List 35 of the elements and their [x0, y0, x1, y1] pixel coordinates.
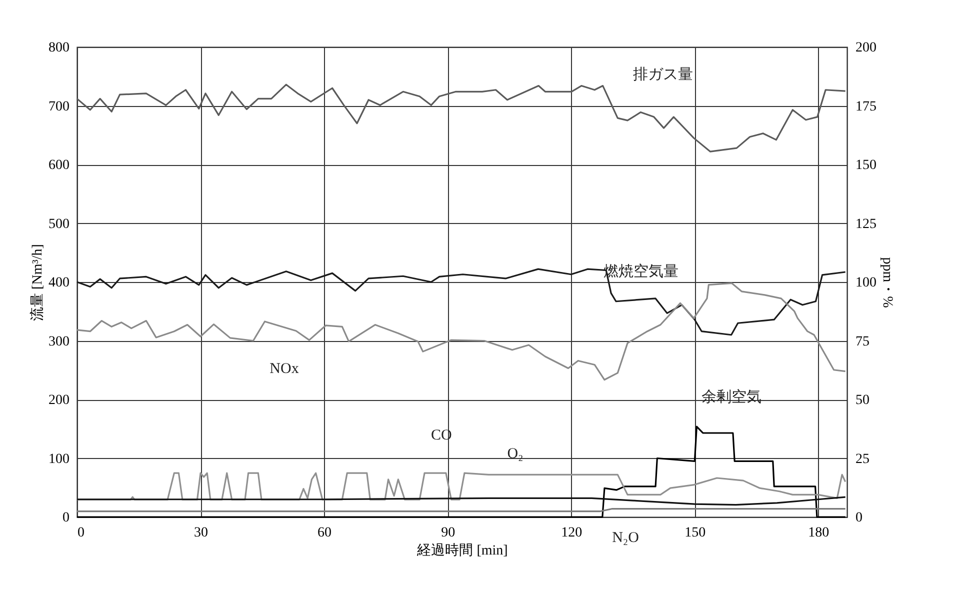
line-series — [76, 496, 846, 506]
y2-tick-label: 100 — [856, 276, 876, 290]
y2-tick-label: 0 — [856, 510, 862, 526]
y2-axis-title: ppm・% — [880, 257, 894, 308]
y2-tick-label: 125 — [856, 216, 876, 232]
x-tick-label: 90 — [441, 526, 456, 540]
y-tick-label: 800 — [48, 40, 70, 56]
y-tick-label: 500 — [48, 216, 70, 232]
x-tick-label: 0 — [78, 526, 84, 540]
annotation: 排ガス量 — [632, 66, 693, 83]
y-tick-label: 700 — [48, 99, 70, 114]
y-tick-label: 0 — [62, 510, 70, 526]
line-series — [76, 282, 846, 381]
x-tick-label: 60 — [318, 526, 332, 540]
annotation: N₂O — [612, 530, 640, 546]
y2-tick-label: 200 — [856, 40, 876, 56]
y2-tick-label: 175 — [856, 99, 876, 114]
y-axis-title: 流量 [Nm³/h] — [30, 244, 46, 321]
y2-tick-label: 25 — [856, 452, 870, 467]
y-tick-label: 300 — [48, 334, 70, 350]
y-tick-label: 400 — [48, 276, 70, 290]
x-tick-label: 120 — [561, 526, 582, 540]
y2-tick-label: 75 — [856, 334, 870, 350]
y2-tick-label: 150 — [856, 158, 876, 173]
line-series — [76, 472, 846, 500]
y2-tick-label: 50 — [856, 393, 870, 408]
y-tick-label: 100 — [48, 452, 70, 467]
x-tick-label: 150 — [684, 526, 706, 540]
x-tick-label: 180 — [808, 526, 830, 540]
line-series — [76, 84, 846, 152]
x-axis-title: 経過時間 [min] — [416, 542, 508, 558]
x-tick-label: 30 — [194, 526, 208, 540]
annotation: NOx — [270, 361, 300, 378]
y-tick-label: 600 — [48, 158, 70, 173]
y-tick-label: 200 — [48, 393, 70, 408]
